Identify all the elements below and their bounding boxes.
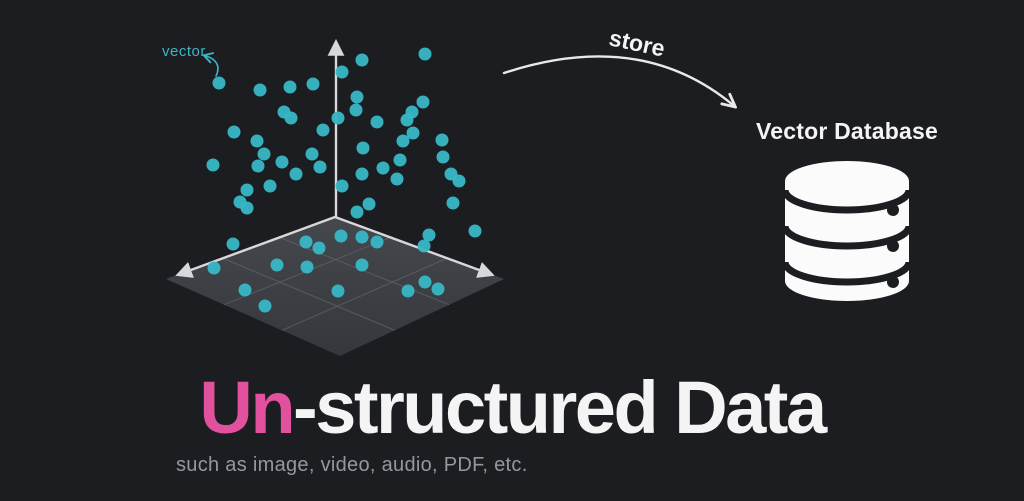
database-indicator-dot [887, 276, 899, 288]
vector-dot [370, 235, 384, 249]
subtitle: such as image, video, audio, PDF, etc. [176, 454, 528, 476]
page-title: Un-structured Data [0, 371, 1024, 445]
vector-dot [393, 153, 407, 167]
vector-dot [206, 158, 220, 172]
vector-dot [416, 95, 430, 109]
vector-database-label: Vector Database [756, 118, 938, 144]
vector-dot [418, 275, 432, 289]
vector-dot [263, 179, 277, 193]
vector-dot [396, 134, 410, 148]
vector-dot [422, 228, 436, 242]
database-indicator-dot [887, 240, 899, 252]
vector-dot [355, 167, 369, 181]
vector-dot [258, 299, 272, 313]
vector-dot [312, 241, 326, 255]
database-icon [781, 161, 913, 301]
vector-dot [283, 80, 297, 94]
vector-dot [331, 111, 345, 125]
title-highlight: Un [199, 366, 295, 449]
vector-dot [356, 141, 370, 155]
vector-dot [334, 229, 348, 243]
vector-dot [313, 160, 327, 174]
vector-dot [227, 125, 241, 139]
vector-dot [446, 196, 460, 210]
vector-dot [376, 161, 390, 175]
store-arrow [502, 55, 733, 105]
vector-dot [299, 235, 313, 249]
vector-dot [436, 150, 450, 164]
vector-dot [418, 47, 432, 61]
vector-dot [300, 260, 314, 274]
vector-dot [406, 126, 420, 140]
vector-dot [355, 53, 369, 67]
vector-dot [335, 65, 349, 79]
vector-dot [355, 258, 369, 272]
vector-dot [270, 258, 284, 272]
vector-dot [355, 230, 369, 244]
vector-dot [275, 155, 289, 169]
vector-dots [206, 47, 482, 313]
vector-dot [331, 284, 345, 298]
vector-dot [240, 201, 254, 215]
vector-dot [370, 115, 384, 129]
vector-dot [306, 77, 320, 91]
vector-label: vector [162, 43, 206, 60]
vector-dot [226, 237, 240, 251]
vector-dot [390, 172, 404, 186]
title-rest: -structured Data [293, 366, 827, 449]
vector-dot [289, 167, 303, 181]
vector-dot [251, 159, 265, 173]
vector-dot [417, 239, 431, 253]
vector-dot [257, 147, 271, 161]
vector-dot [207, 261, 221, 275]
vector-dot [240, 183, 254, 197]
vector-dot [212, 76, 226, 90]
y-axis [333, 215, 495, 278]
vector-dot [335, 179, 349, 193]
vector-dot [349, 103, 363, 117]
vector-dot [405, 105, 419, 119]
vector-dot [250, 134, 264, 148]
database-indicator-dot [887, 204, 899, 216]
vector-dot [468, 224, 482, 238]
vector-dot [431, 282, 445, 296]
vector-dot [253, 83, 267, 97]
vector-annotation-arrow [206, 56, 219, 77]
vector-dot [435, 133, 449, 147]
vector-dot [350, 90, 364, 104]
vector-dot [350, 205, 364, 219]
vector-dot [305, 147, 319, 161]
vector-dot [238, 283, 252, 297]
x-axis [175, 215, 337, 278]
vector-dot [362, 197, 376, 211]
vector-dot [316, 123, 330, 137]
vector-dot [452, 174, 466, 188]
vector-dot [284, 111, 298, 125]
vector-dot [401, 284, 415, 298]
